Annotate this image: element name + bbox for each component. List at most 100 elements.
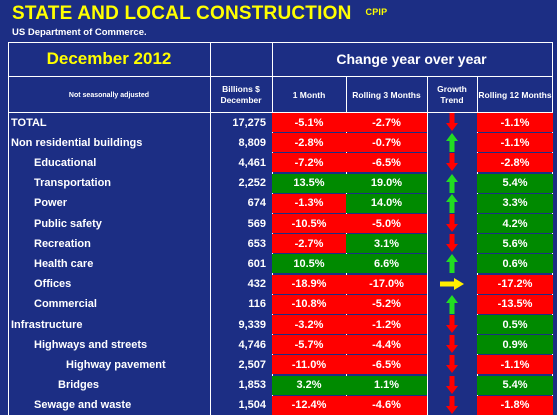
row-1-month: -2.8%: [272, 133, 346, 153]
grid-line: [8, 112, 553, 113]
table-row: Recreation 653 -2.7% 3.1% 5.6%: [8, 234, 553, 254]
row-billions: 4,461: [238, 156, 266, 169]
row-rolling-3: 3.1%: [346, 234, 427, 254]
row-trend: [427, 355, 477, 374]
row-label: Commercial: [34, 298, 97, 311]
row-rolling-3: -5.2%: [346, 294, 427, 314]
row-1-month: 3.2%: [272, 375, 346, 395]
row-billions: 1,853: [238, 379, 266, 392]
row-rolling-12: -1.1%: [477, 113, 553, 132]
table-row: Power 674 -1.3% 14.0% 3.3%: [8, 193, 553, 213]
row-rolling-3: -4.6%: [346, 395, 427, 415]
row-label: Transportation: [34, 177, 112, 190]
row-1-month: -10.5%: [272, 214, 346, 233]
row-trend: [427, 395, 477, 415]
arrow-up-icon: [446, 254, 458, 274]
row-label: TOTAL: [11, 116, 47, 129]
row-rolling-3: -2.7%: [346, 113, 427, 132]
row-label: Health care: [34, 257, 94, 270]
arrow-up-icon: [446, 193, 458, 213]
row-1-month: 10.5%: [272, 254, 346, 274]
row-rolling-12: 5.6%: [477, 234, 553, 254]
row-rolling-3: -6.5%: [346, 355, 427, 375]
row-rolling-3: 19.0%: [346, 173, 427, 193]
row-rolling-12: -1.1%: [477, 355, 553, 375]
row-billions: 17,275: [232, 116, 266, 129]
col-header-growth-trend: Growth Trend: [437, 84, 467, 105]
report-subtitle: US Department of Commerce.: [12, 27, 147, 38]
month-heading: December 2012: [46, 49, 172, 68]
arrow-down-icon: [446, 113, 458, 132]
arrow-up-icon: [446, 173, 458, 193]
row-rolling-3: -17.0%: [346, 274, 427, 294]
row-trend: [427, 234, 477, 253]
arrow-right-icon: [440, 278, 464, 291]
row-label: Infrastructure: [11, 318, 83, 331]
row-label: Educational: [34, 156, 97, 169]
row-rolling-12: -17.2%: [477, 274, 553, 294]
row-1-month: -2.7%: [272, 234, 346, 254]
row-1-month: -1.3%: [272, 193, 346, 213]
arrow-down-icon: [446, 375, 458, 395]
row-label: Highway pavement: [66, 358, 166, 371]
row-label: Sewage and waste: [34, 399, 132, 412]
row-rolling-12: 3.3%: [477, 193, 553, 213]
row-rolling-3: 6.6%: [346, 254, 427, 274]
row-trend: [427, 153, 477, 172]
row-billions: 8,809: [238, 136, 266, 149]
arrow-down-icon: [446, 234, 458, 253]
row-rolling-12: -2.8%: [477, 153, 553, 173]
source-tag: CPIP: [365, 7, 388, 17]
row-billions: 116: [248, 298, 266, 311]
table-row: Offices 432 -18.9% -17.0% -17.2%: [8, 274, 553, 294]
row-1-month: -5.7%: [272, 335, 346, 355]
row-trend: [427, 315, 477, 334]
row-1-month: -10.8%: [272, 294, 346, 314]
row-billions: 2,507: [238, 358, 266, 371]
table-row: Transportation 2,252 13.5% 19.0% 5.4%: [8, 173, 553, 193]
table-row: Highway pavement 2,507 -11.0% -6.5% -1.1%: [8, 355, 553, 375]
row-rolling-3: -5.0%: [346, 214, 427, 233]
arrow-down-icon: [446, 315, 458, 334]
row-trend: [427, 113, 477, 132]
row-1-month: -5.1%: [272, 113, 346, 132]
row-billions: 653: [247, 237, 266, 250]
row-billions: 674: [247, 197, 266, 210]
arrow-down-icon: [446, 335, 458, 354]
row-rolling-12: 0.6%: [477, 254, 553, 274]
col-header-rolling-12: Rolling 12 Months: [478, 89, 552, 100]
table-row: Public safety 569 -10.5% -5.0% 4.2%: [8, 214, 553, 233]
change-heading: Change year over year: [336, 51, 487, 67]
row-1-month: -12.4%: [272, 395, 346, 415]
col-header-billions: Billions $ December: [220, 84, 262, 105]
row-rolling-3: -1.2%: [346, 315, 427, 334]
row-rolling-12: 5.4%: [477, 173, 553, 193]
arrow-down-icon: [446, 214, 458, 233]
col-header-1-month: 1 Month: [292, 89, 326, 100]
row-billions: 432: [247, 278, 266, 291]
row-trend: [427, 214, 477, 233]
row-trend: [427, 294, 477, 314]
grid-line: [210, 42, 211, 415]
row-rolling-12: 0.5%: [477, 315, 553, 334]
row-rolling-3: -4.4%: [346, 335, 427, 355]
row-1-month: -7.2%: [272, 153, 346, 173]
row-rolling-3: -0.7%: [346, 133, 427, 153]
row-billions: 4,746: [238, 338, 266, 351]
row-billions: 2,252: [238, 177, 266, 190]
grid-line: [427, 76, 428, 415]
row-billions: 1,504: [238, 399, 266, 412]
row-trend: [427, 133, 477, 153]
table-row: Highways and streets 4,746 -5.7% -4.4% 0.9%: [8, 335, 553, 355]
report-title: STATE AND LOCAL CONSTRUCTION CPIP: [12, 3, 387, 25]
row-rolling-12: -1.1%: [477, 133, 553, 153]
row-1-month: -18.9%: [272, 274, 346, 294]
col-header-rolling-3: Rolling 3 Months: [352, 89, 421, 100]
report-title-text: STATE AND LOCAL CONSTRUCTION: [12, 3, 352, 24]
row-1-month: -3.2%: [272, 315, 346, 334]
row-billions: 569: [247, 217, 266, 230]
row-label: Non residential buildings: [11, 136, 143, 149]
table-row: Commercial 116 -10.8% -5.2% -13.5%: [8, 294, 553, 314]
arrow-up-icon: [446, 294, 458, 314]
table-row: Sewage and waste 1,504 -12.4% -4.6% -1.8%: [8, 395, 553, 415]
